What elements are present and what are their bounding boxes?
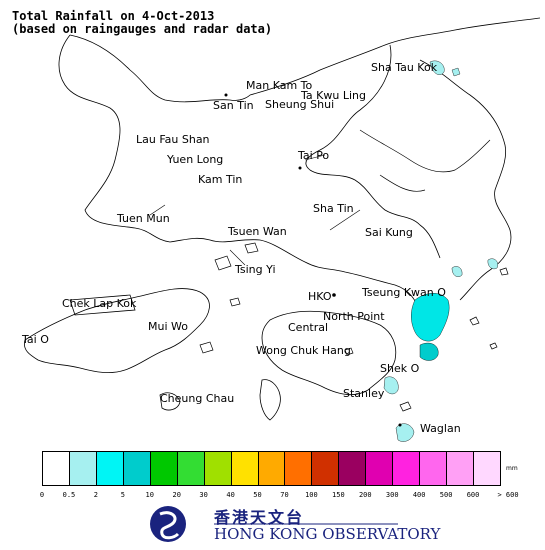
- place-central: Central: [288, 321, 329, 334]
- station-markers: [224, 93, 402, 427]
- legend-swatch: [284, 451, 313, 486]
- cheung-chau-island: [159, 392, 181, 411]
- logo-chinese-name: 香港天文台: [214, 508, 305, 527]
- legend-tick-label: 30: [199, 491, 208, 499]
- rainfall-shading: [383, 60, 498, 442]
- mainland-boundary: [249, 17, 541, 96]
- place-san-tin: San Tin: [213, 99, 254, 112]
- legend-swatch: [203, 451, 232, 486]
- place-hko: HKO: [308, 290, 332, 303]
- legend-swatch: [149, 451, 178, 486]
- hong-kong-island: [261, 310, 397, 396]
- legend-swatch: [68, 451, 97, 486]
- place-north-point: North Point: [323, 310, 385, 323]
- legend-tick-label: 400: [412, 491, 426, 499]
- place-sha-tin: Sha Tin: [313, 202, 354, 215]
- legend-tick-label: > 600: [497, 491, 519, 499]
- place-yuen-long: Yuen Long: [167, 153, 224, 166]
- legend-unit: mm: [506, 465, 518, 472]
- rain-area-waglan: [395, 423, 415, 442]
- rainfall-map: [23, 17, 541, 442]
- rainfall-legend: [42, 451, 501, 486]
- legend-swatch: [122, 451, 151, 486]
- place-sheung-shui: Sheung Shui: [265, 98, 335, 111]
- station-marker: [298, 166, 302, 170]
- logo-english-name: HONG KONG OBSERVATORY: [214, 525, 441, 543]
- legend-swatch: [392, 451, 421, 486]
- place-mui-wo: Mui Wo: [148, 320, 188, 333]
- legend-tick-label: 40: [226, 491, 235, 499]
- place-ta-kwu-ling: Ta Kwu Ling: [301, 89, 366, 102]
- legend-tick-label: 2: [93, 491, 98, 499]
- legend-swatch: [95, 451, 124, 486]
- legend-tick-label: 10: [145, 491, 154, 499]
- place-sha-tau-kok: Sha Tau Kok: [371, 61, 438, 74]
- station-marker: [332, 293, 336, 297]
- place-tsuen-wan: Tsuen Wan: [228, 225, 287, 238]
- legend-swatch: [311, 451, 340, 486]
- legend-swatch: [419, 451, 448, 486]
- rain-area-tseung-kwan-o: [411, 293, 450, 342]
- lamma-island: [259, 379, 281, 421]
- place-chek-lap-kok: Chek Lap Kok: [62, 297, 137, 310]
- title-line-2: (based on raingauges and radar data): [12, 22, 273, 36]
- lantau-island: [23, 288, 210, 374]
- place-tsing-yi: Tsing Yi: [235, 263, 276, 276]
- place-lau-fau-shan: Lau Fau Shan: [136, 133, 210, 146]
- place-tseung-kwan-o: Tseung Kwan O: [362, 286, 446, 299]
- station-marker: [398, 423, 402, 427]
- legend-tick-label: 500: [439, 491, 453, 499]
- place-tuen-mun: Tuen Mun: [117, 212, 170, 225]
- place-cheung-chau: Cheung Chau: [160, 392, 235, 405]
- rain-area-shek-o: [383, 376, 399, 395]
- hko-emblem-icon: [150, 506, 186, 542]
- place-man-kam-to: Man Kam To: [246, 79, 313, 92]
- legend-swatch: [338, 451, 367, 486]
- legend-swatch: [365, 451, 394, 486]
- new-territories-coast: [58, 34, 512, 311]
- legend-tick-label: 70: [280, 491, 289, 499]
- place-waglan: Waglan: [420, 422, 461, 435]
- station-marker: [224, 93, 228, 97]
- small-islands: [199, 242, 509, 412]
- place-kam-tin: Kam Tin: [198, 173, 243, 186]
- legend-tick-label: 5: [120, 491, 125, 499]
- legend-tick-label: 150: [332, 491, 345, 499]
- legend-swatch: [473, 451, 501, 486]
- legend-tick-label: 50: [253, 491, 262, 499]
- chek-lap-kok-island: [69, 294, 136, 316]
- place-shek-o: Shek O: [380, 362, 420, 375]
- legend-tick-label: 100: [305, 491, 318, 499]
- legend-tick-label: 0: [39, 491, 45, 499]
- route-lines: [149, 154, 361, 266]
- title-line-1: Total Rainfall on 4-Oct-2013: [12, 9, 215, 23]
- rain-area-sha-tau-kok: [429, 60, 461, 77]
- legend-swatch: [257, 451, 286, 486]
- place-tai-o: Tai O: [22, 333, 49, 346]
- legend-tick-label: 20: [172, 491, 181, 499]
- legend-tick-label: 0.5: [62, 491, 76, 499]
- legend-swatch: [42, 451, 70, 486]
- tolo-harbour-coast: [359, 129, 491, 192]
- legend-tick-label: 600: [466, 491, 480, 499]
- rain-area-sai-kung: [451, 258, 498, 277]
- place-sai-kung: Sai Kung: [365, 226, 413, 239]
- rain-area-clear-water-bay: [419, 342, 439, 361]
- legend-swatch: [446, 451, 474, 486]
- hko-logo: [150, 506, 398, 542]
- legend-swatch: [230, 451, 259, 486]
- place-stanley: Stanley: [343, 387, 385, 400]
- legend-tick-label: 200: [358, 491, 372, 499]
- legend-tick-label: 300: [385, 491, 399, 499]
- place-tai-po: Tai Po: [298, 149, 330, 162]
- place-wong-chuk-hang: Wong Chuk Hang: [256, 344, 351, 357]
- legend-swatch: [176, 451, 205, 486]
